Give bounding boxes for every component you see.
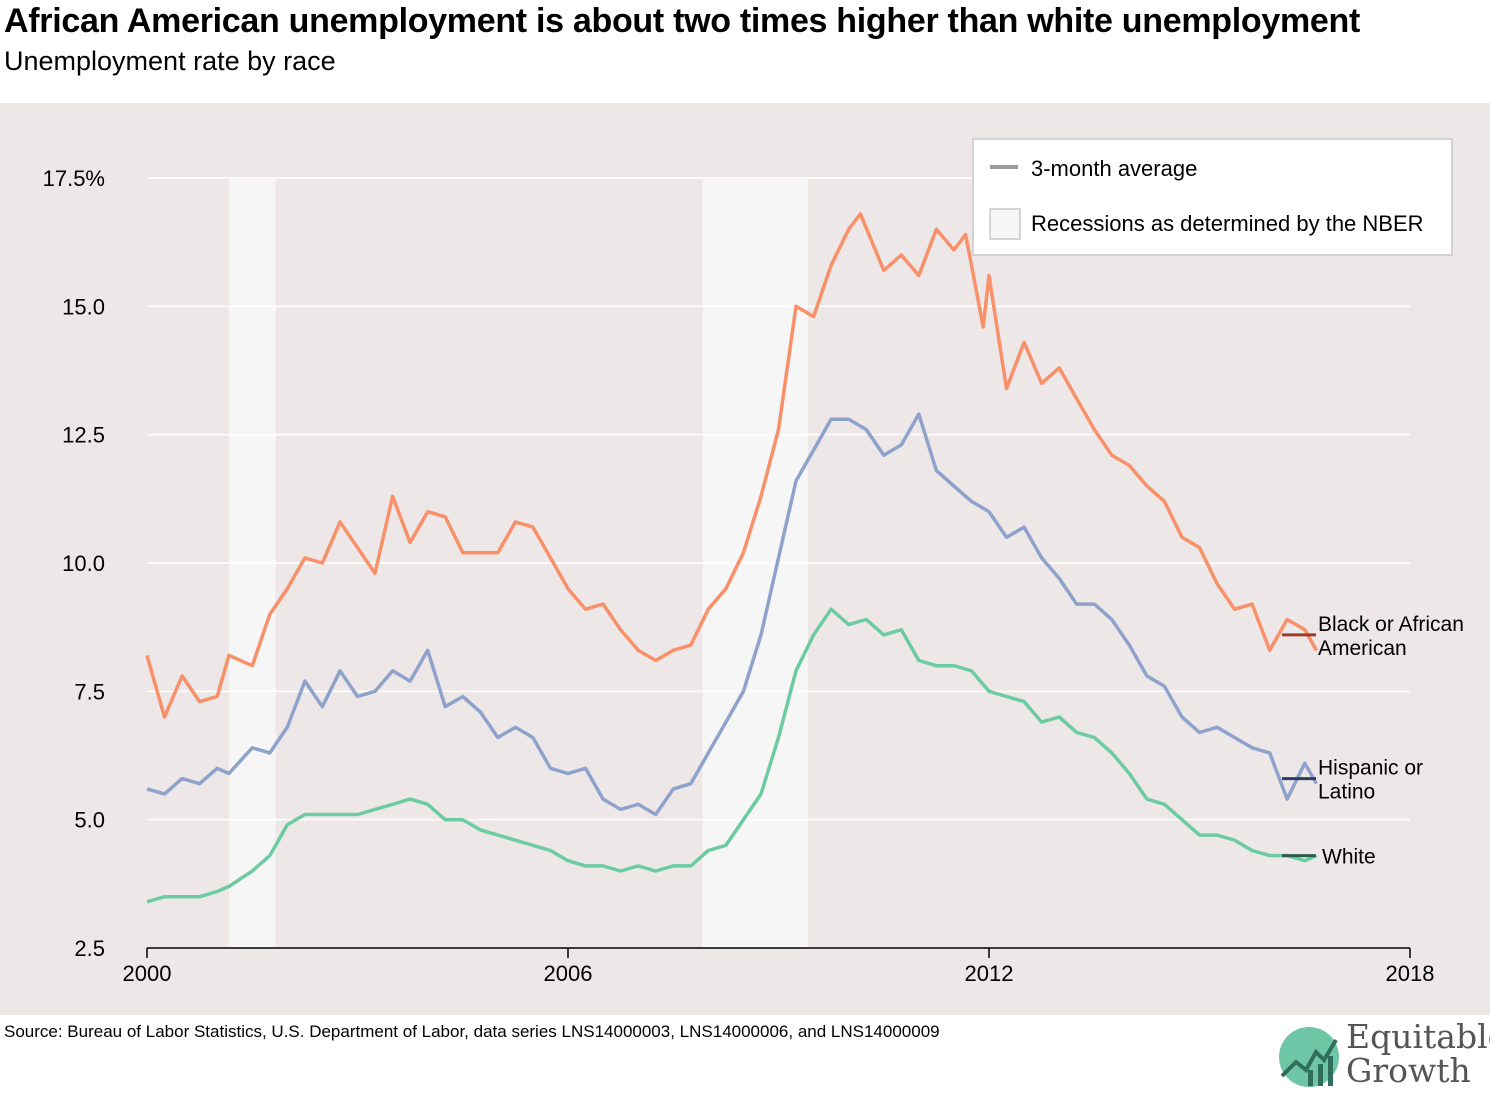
axes: 2.5 5.0 7.5 10.0 12.5 15.0 17.5% 2000 2006 2012 20… xyxy=(43,166,1435,986)
equitable-growth-logo: Equitable Growth xyxy=(1278,1020,1490,1092)
logo-mark-icon xyxy=(1279,1027,1339,1087)
series-line-white xyxy=(146,607,1318,904)
x-tick-label: 2000 xyxy=(123,961,172,986)
recession-legend-swatch xyxy=(989,208,1021,240)
average-legend-label: 3-month average xyxy=(1031,156,1197,181)
series-line-black xyxy=(145,212,1318,719)
y-tick-label: 12.5 xyxy=(62,423,105,448)
source-note: Source: Bureau of Labor Statistics, U.S.… xyxy=(4,1022,940,1041)
x-tick-label: 2006 xyxy=(544,961,593,986)
series-label-black: Black or African xyxy=(1318,613,1464,636)
logo-wordmark: Equitable Growth xyxy=(1346,1020,1490,1088)
logo-word-equitable: Equitable xyxy=(1346,1017,1490,1056)
x-tick-label: 2018 xyxy=(1386,961,1435,986)
legend-box xyxy=(972,138,1453,256)
logo-word-growth: Growth xyxy=(1346,1051,1471,1090)
series-label-white: White xyxy=(1322,846,1376,869)
series-label-hispanic: Hispanic or xyxy=(1318,757,1423,780)
chart-subtitle: Unemployment rate by race xyxy=(4,46,336,76)
y-tick-label: 15.0 xyxy=(62,294,105,319)
recession-legend-label: Recessions as determined by the NBER xyxy=(1031,211,1424,236)
y-tick-label: 10.0 xyxy=(62,551,105,576)
y-tick-label: 5.0 xyxy=(74,808,105,833)
x-tick-label: 2012 xyxy=(965,961,1014,986)
series-label-hispanic: Latino xyxy=(1318,781,1375,804)
y-tick-label: 7.5 xyxy=(74,679,105,704)
series-label-black: American xyxy=(1318,637,1407,660)
series-lines xyxy=(145,212,1318,904)
series-line-hispanic xyxy=(146,412,1318,817)
legend: 3-month average Recessions as determined… xyxy=(972,138,1453,256)
chart-title: African American unemployment is about t… xyxy=(4,2,1361,40)
y-tick-label: 17.5% xyxy=(43,166,105,191)
y-tick-label: 2.5 xyxy=(74,936,105,961)
